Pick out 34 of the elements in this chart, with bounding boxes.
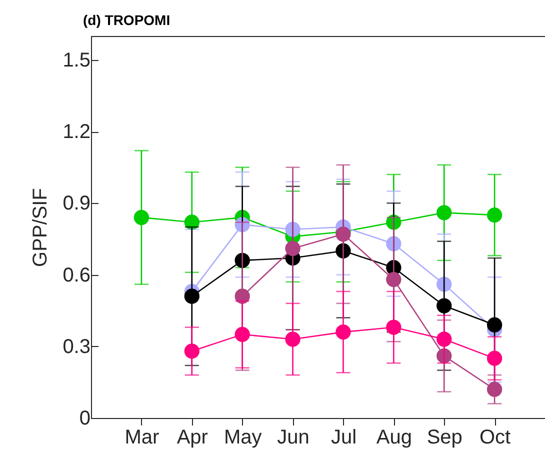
x-tick-label: Apr	[176, 426, 208, 448]
point	[184, 344, 200, 359]
point	[486, 207, 502, 223]
point	[386, 272, 402, 288]
y-tick-label: 0.9	[62, 192, 90, 215]
x-tick-label: Sep	[426, 426, 462, 448]
point	[486, 382, 502, 397]
y-tick-label: 1.5	[62, 49, 90, 72]
x-tick-label: Mar	[124, 426, 160, 448]
point	[285, 332, 300, 347]
y-tick-label: 0.3	[62, 336, 90, 358]
x-tick-label: Jul	[330, 426, 357, 448]
point	[234, 326, 250, 342]
x-tick-label: Jun	[277, 426, 310, 448]
point	[336, 324, 351, 340]
point	[234, 288, 250, 304]
x-tick-label: Oct	[479, 426, 512, 448]
point	[184, 288, 200, 304]
chart-title: (d) TROPOMI	[83, 12, 170, 28]
point	[486, 350, 502, 366]
point	[436, 298, 452, 314]
y-tick-label: 1.2	[62, 121, 90, 143]
point	[134, 210, 150, 226]
point	[436, 205, 452, 220]
point	[386, 320, 402, 335]
point	[336, 226, 351, 242]
point	[285, 240, 300, 256]
point	[486, 317, 502, 332]
y-tick-label: 0.6	[62, 264, 90, 286]
x-tick-label: Aug	[376, 426, 412, 448]
x-tick-label: May	[224, 426, 262, 448]
point	[436, 332, 452, 347]
y-axis-title: GPP/SIF	[30, 188, 52, 267]
y-tick-label: 0	[79, 408, 90, 430]
